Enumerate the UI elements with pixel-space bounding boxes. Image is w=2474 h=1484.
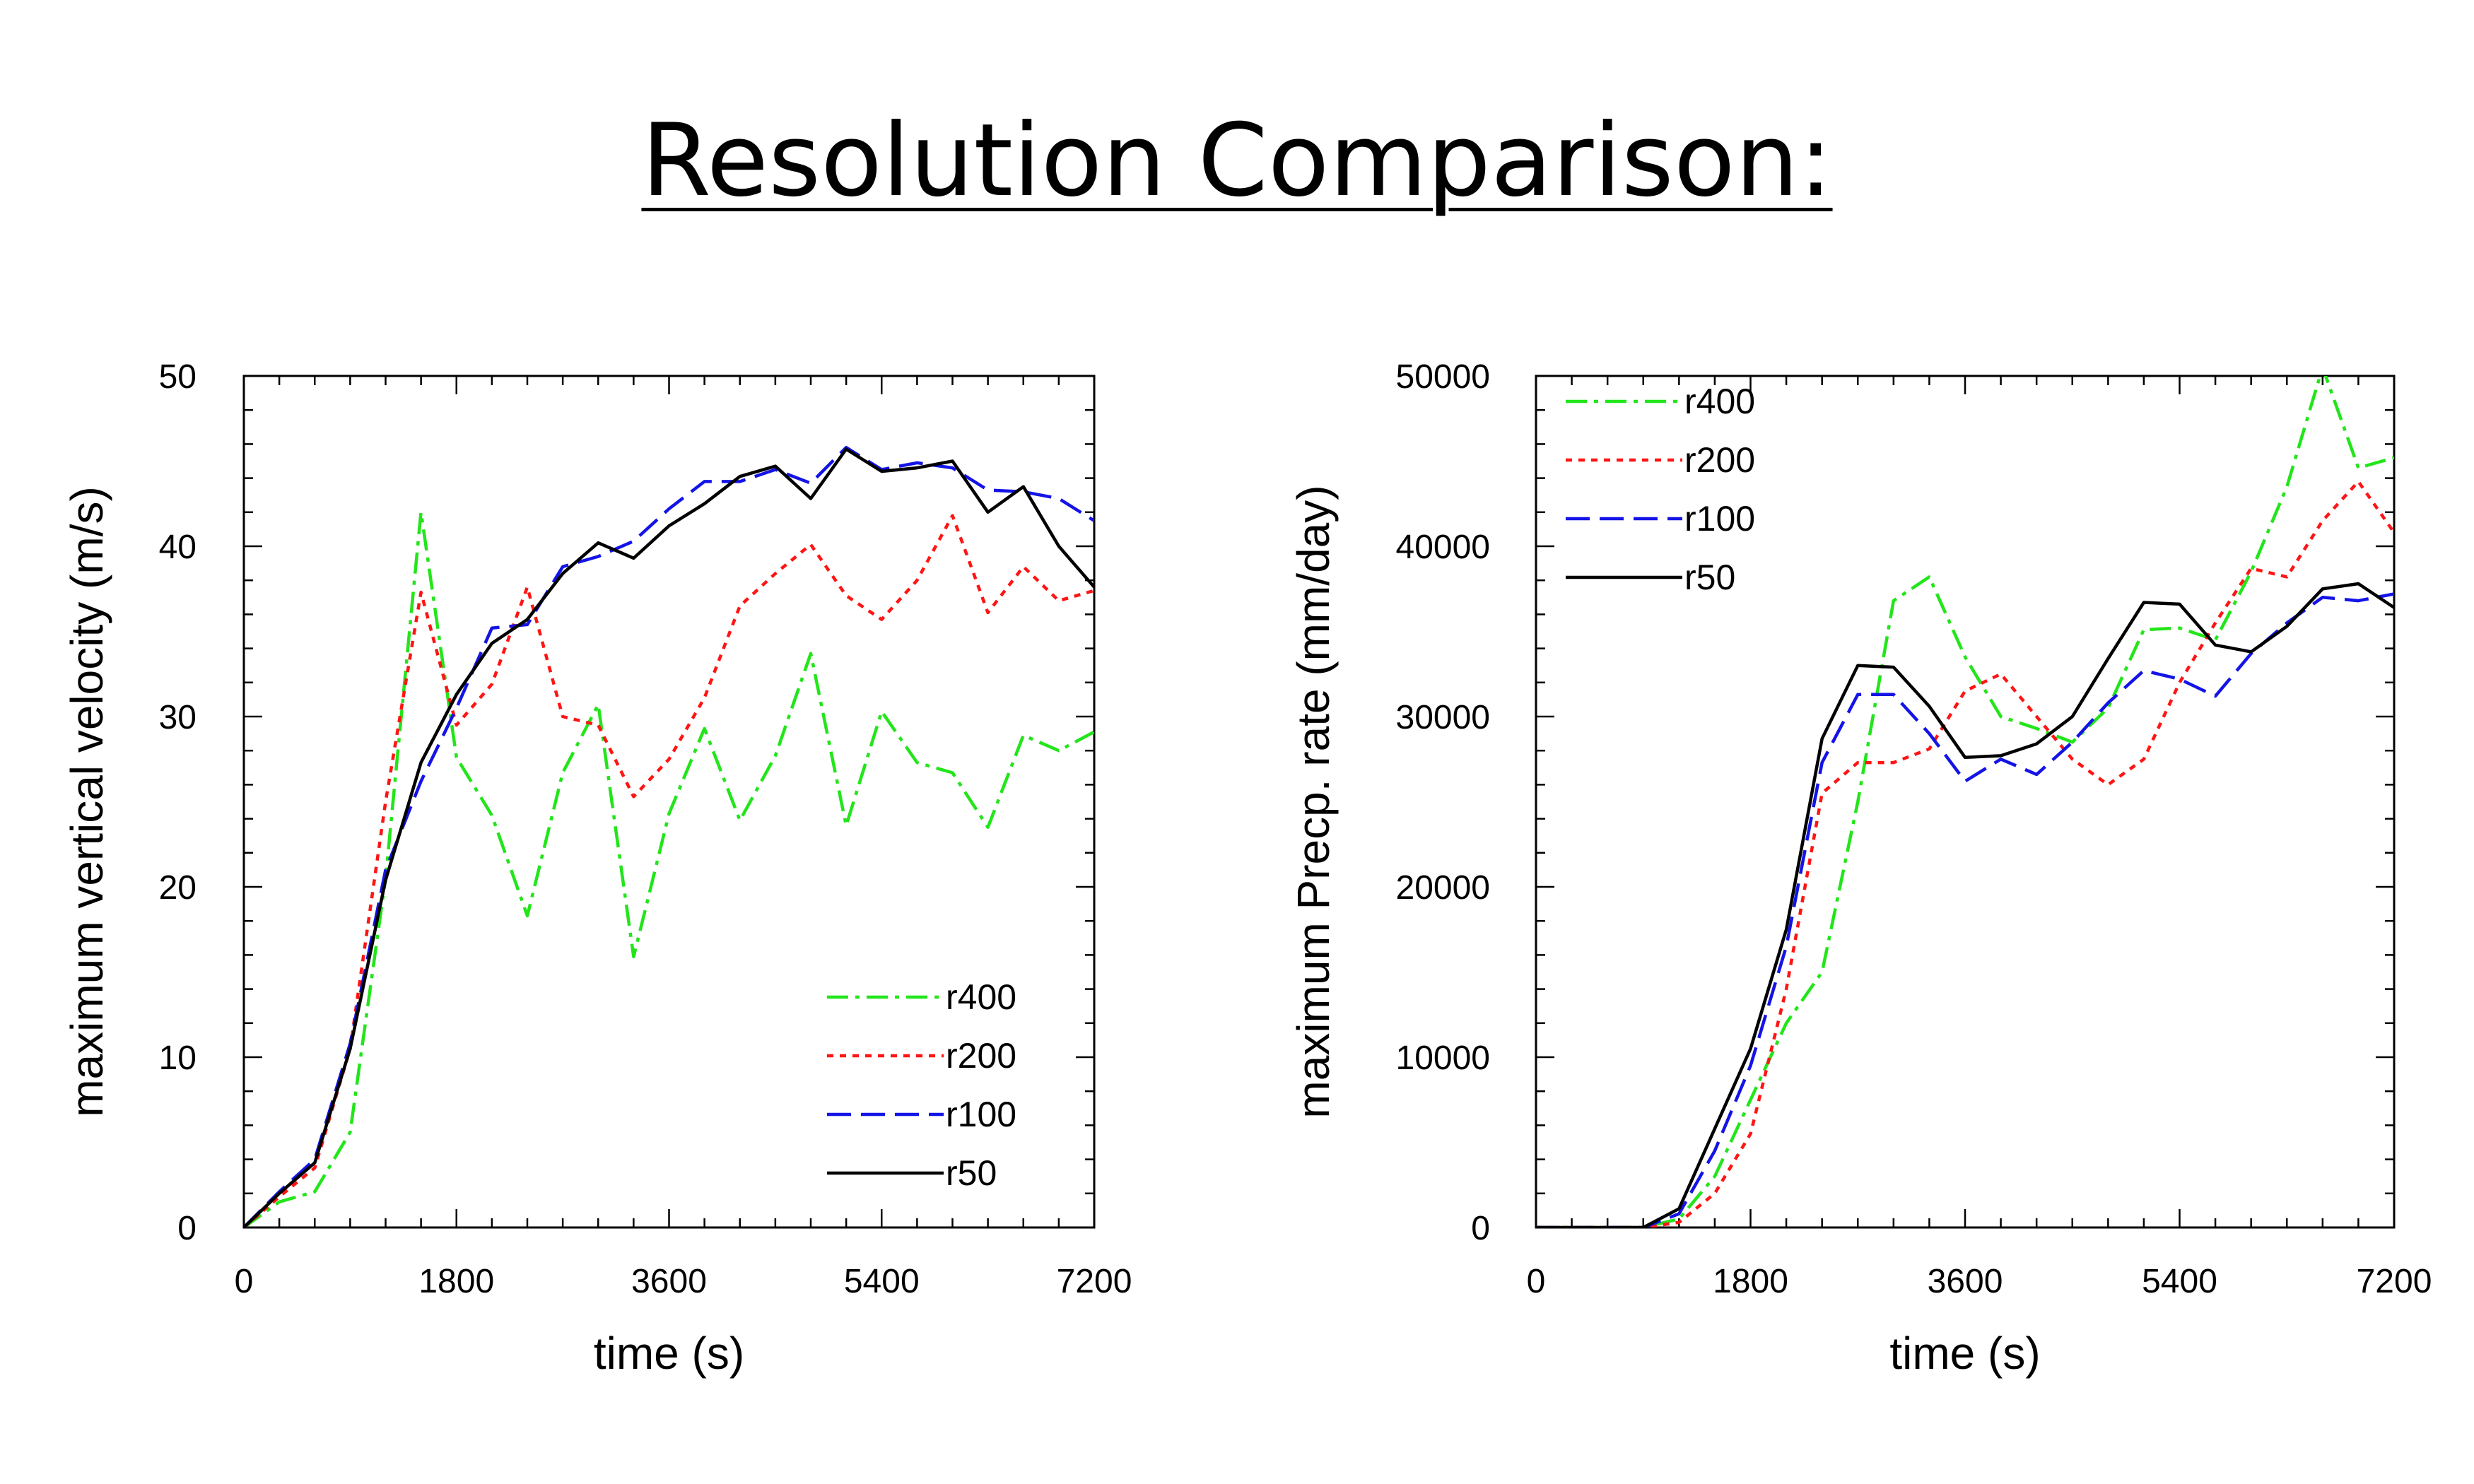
y-axis-label: maximum vertical velocity (m/s) [61,486,112,1117]
y-tick-label: 30 [159,699,197,736]
x-tick-label: 7200 [1057,1263,1132,1300]
slide-title: Resolution Comparison: [641,102,1833,219]
legend-label-r400: r400 [946,977,1016,1017]
y-tick-label: 20 [159,869,197,907]
y-tick-label: 50 [159,358,197,396]
legend-label-r200: r200 [946,1036,1016,1076]
series-group [244,445,1094,1227]
x-tick-label: 0 [235,1263,254,1300]
series-line-r200 [244,514,1094,1227]
x-tick-label: 1800 [418,1263,494,1300]
legend-label-r50: r50 [946,1153,997,1193]
x-axis-label: time (s) [594,1328,744,1379]
legend-label-r100: r100 [946,1095,1016,1134]
y-tick-label: 10 [159,1040,197,1077]
y-tick-label: 40 [159,529,197,566]
x-tick-label: 5400 [844,1263,920,1300]
y-tick-label: 0 [177,1210,197,1247]
x-tick-label: 3600 [631,1263,707,1300]
